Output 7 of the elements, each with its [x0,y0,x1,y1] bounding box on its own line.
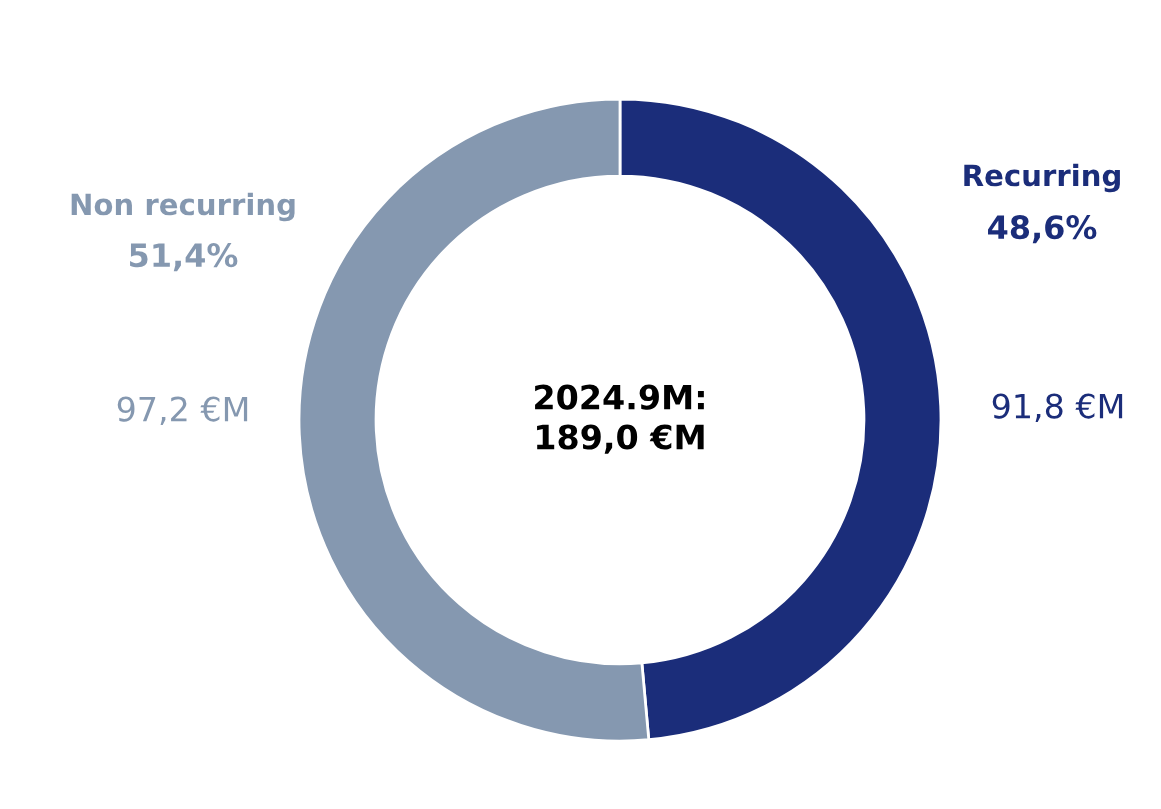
text: 51,4% [130,243,238,272]
data-label: 97,2 €M [117,396,248,426]
slice-label: Non recurring [71,192,295,222]
data-label: 91,8 €M [992,393,1123,423]
text: 48,6% [988,215,1097,244]
slice-label: Recurring [964,163,1120,193]
text: 2024.9M: 189,0 €M [535,384,704,454]
